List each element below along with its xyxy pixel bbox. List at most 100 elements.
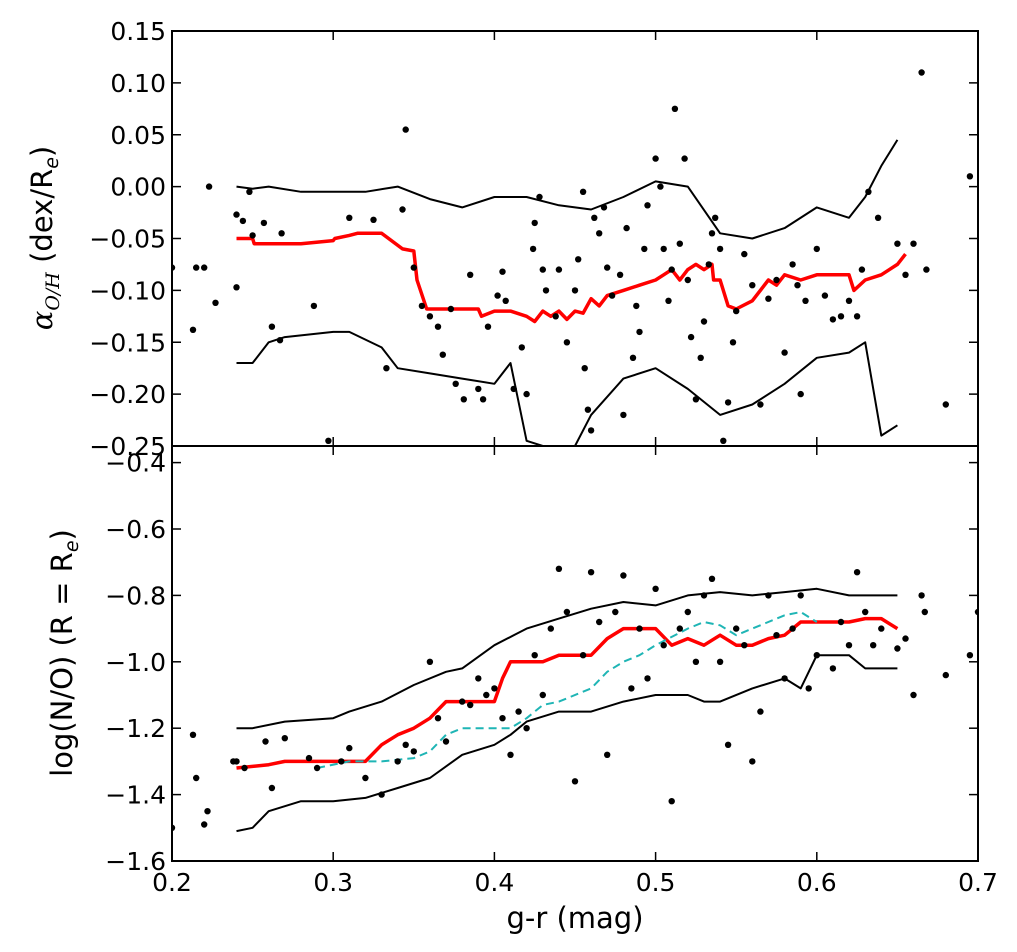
bottom-data-point — [531, 652, 538, 659]
top-data-point — [741, 250, 748, 258]
bottom-data-point — [338, 758, 345, 765]
bottom-data-point — [894, 645, 901, 652]
top-data-point — [479, 396, 487, 403]
bottom-data-point — [346, 744, 353, 752]
top-ylabel-subscript-e: e — [41, 157, 63, 169]
bottom-data-point — [918, 592, 925, 599]
top-data-point — [494, 292, 501, 299]
top-data-point — [418, 302, 426, 310]
top-ylabel-text: (dex/R — [25, 169, 59, 272]
bottom-data-point — [434, 715, 442, 722]
bottom-data-point — [837, 618, 845, 626]
bottom-data-point — [281, 735, 288, 742]
top-data-point — [802, 297, 809, 304]
bottom-ticks: −0.4 −0.6 −0.8 −1.0 −1.2 −1.4 −1.60.2 0.3 0.4 0.5… — [105, 446, 998, 897]
top-data-point — [676, 240, 683, 247]
top-data-point — [671, 105, 679, 113]
bottom-data-point — [604, 751, 611, 758]
bottom-data-point — [966, 652, 974, 659]
top-data-point — [657, 183, 664, 190]
top-data-point — [193, 264, 200, 271]
top-data-point — [845, 297, 853, 304]
top-data-point — [233, 211, 240, 218]
top-data-point — [608, 292, 616, 299]
top-data-point — [633, 302, 640, 310]
bottom-data-point — [700, 592, 708, 599]
bottom-data-point — [813, 652, 820, 659]
top-panel-frame — [171, 30, 979, 447]
bottom-data-point — [241, 764, 248, 772]
top-data-point — [518, 344, 525, 351]
bottom-clipped-group — [172, 565, 978, 833]
bottom-xtick-label: 0.6 — [797, 868, 837, 897]
top-data-point — [189, 326, 197, 333]
top-data-point — [596, 230, 603, 237]
bottom-data-point — [587, 569, 595, 576]
top-data-point — [310, 302, 318, 310]
top-ylabel-subscript: O/H — [42, 272, 64, 311]
bottom-data-point — [402, 741, 409, 748]
top-ylabel-close: ) — [25, 146, 59, 157]
bottom-data-point — [789, 625, 796, 632]
x-axis-label: g-r (mag) — [506, 901, 643, 935]
top-data-point — [552, 313, 559, 320]
bottom-xtick-label: 0.2 — [152, 868, 192, 897]
bottom-data-point — [204, 808, 211, 815]
top-clipped-group — [172, 69, 974, 446]
top-data-point — [623, 224, 630, 232]
bottom-data-point — [189, 731, 197, 738]
bottom-data-point — [636, 625, 643, 632]
bottom-data-point — [475, 675, 482, 682]
top-data-point — [233, 284, 240, 291]
bottom-data-point — [660, 642, 667, 649]
bottom-data-point — [942, 671, 949, 679]
bottom-data-point — [483, 691, 490, 699]
top-data-point — [692, 396, 700, 403]
top-data-point — [410, 264, 417, 271]
bottom-data-point — [716, 658, 724, 665]
top-data-point — [452, 380, 459, 387]
bottom-data-point — [870, 642, 877, 649]
bottom-data-point — [523, 725, 530, 732]
bottom-data-point — [201, 821, 208, 828]
top-ytick-label: 0.10 — [110, 69, 166, 98]
top-data-point — [684, 276, 691, 284]
top-ytick-label: 0.05 — [110, 121, 166, 150]
top-data-point — [460, 396, 467, 403]
top-data-point — [665, 297, 672, 304]
top-data-point — [620, 411, 627, 419]
top-data-point — [523, 390, 530, 398]
top-data-point — [246, 188, 253, 195]
top-ytick-label: −0.05 — [89, 225, 166, 254]
bottom-data-point — [596, 618, 603, 626]
top-data-point — [729, 339, 737, 346]
bottom-data-point — [797, 592, 804, 599]
bottom-upper-line — [236, 587, 898, 730]
bottom-plot-area — [172, 565, 978, 833]
top-data-point — [781, 349, 788, 356]
bottom-data-point — [853, 569, 861, 576]
bottom-data-point — [668, 798, 675, 805]
bottom-data-point — [862, 608, 869, 616]
top-data-point — [539, 266, 546, 273]
bottom-data-point — [426, 658, 434, 665]
top-data-point — [212, 299, 219, 306]
bottom-data-point — [410, 748, 417, 755]
bottom-data-point — [708, 575, 716, 582]
bottom-data-point — [467, 701, 474, 709]
bottom-ytick-label: −1.2 — [105, 714, 166, 743]
top-data-point — [579, 188, 587, 195]
top-data-point — [757, 401, 764, 408]
bottom-data-point — [765, 592, 772, 599]
bottom-ylabel-text: log(N/O) (R = R — [45, 552, 79, 777]
bottom-data-point — [515, 708, 522, 715]
bottom-data-point — [652, 585, 659, 592]
top-data-point — [205, 183, 213, 190]
bottom-data-point — [362, 774, 369, 782]
bottom-data-point — [757, 708, 764, 715]
bottom-ytick-label: −1.6 — [105, 847, 166, 876]
top-data-point — [794, 282, 801, 289]
bottom-data-point — [733, 625, 740, 632]
bottom-data-point — [547, 625, 554, 632]
